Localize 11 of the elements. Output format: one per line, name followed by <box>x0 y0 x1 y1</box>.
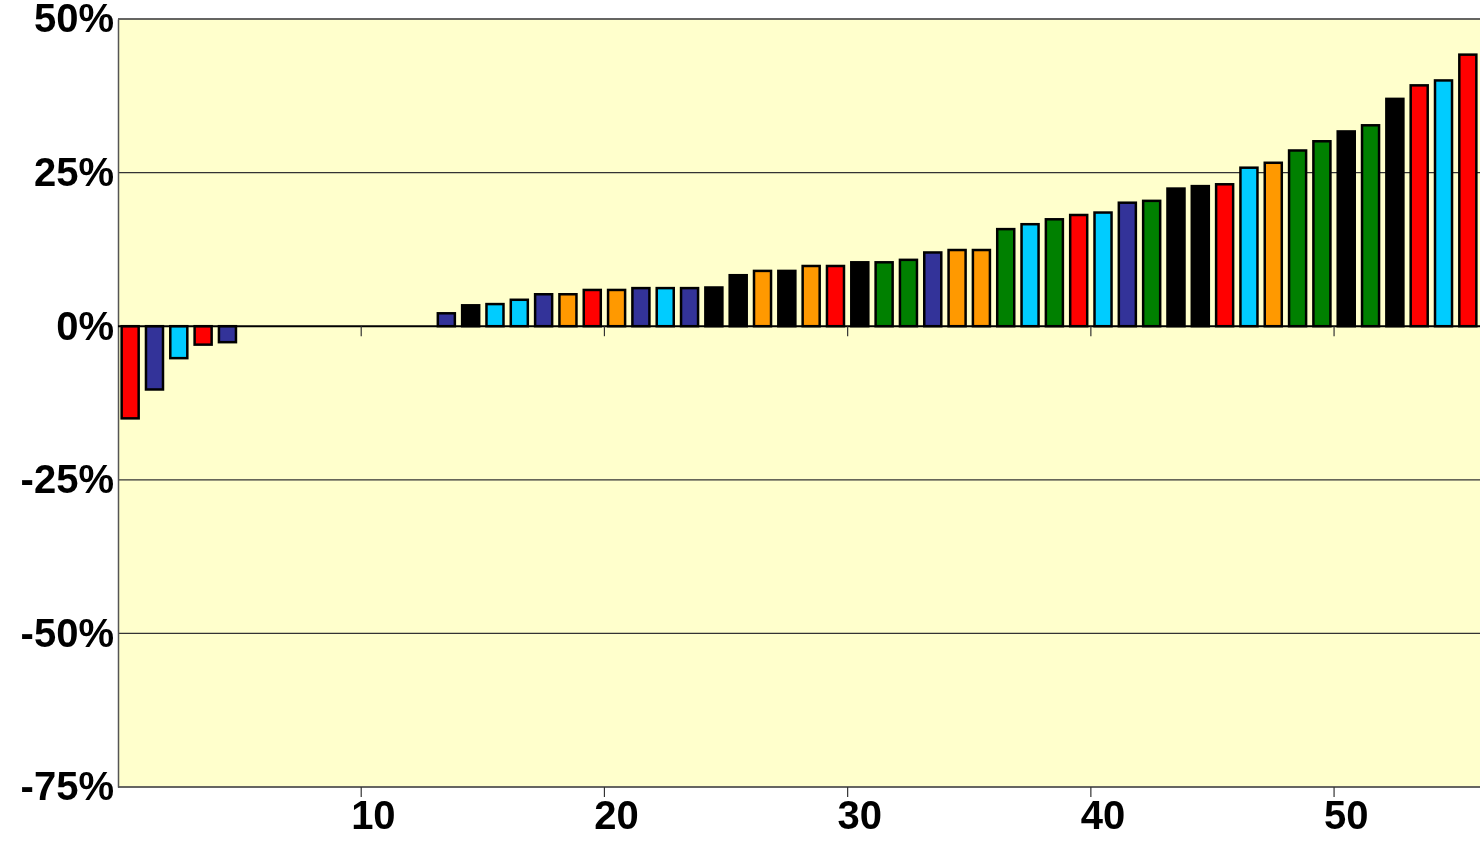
x-tick-label: 30 <box>837 793 883 838</box>
y-tick-label: -25% <box>20 457 114 502</box>
x-tick-label: 10 <box>351 793 396 838</box>
x-tick-label: 20 <box>594 793 639 838</box>
x-tick-label: 50 <box>1323 793 1369 838</box>
y-tick-label: 0% <box>56 303 114 348</box>
y-tick-label: 50% <box>33 0 114 41</box>
y-tick-label: -75% <box>20 764 114 809</box>
y-tick-label: -50% <box>20 610 114 655</box>
y-tick-label: 25% <box>33 149 114 194</box>
x-tick-label: 40 <box>1080 793 1126 838</box>
